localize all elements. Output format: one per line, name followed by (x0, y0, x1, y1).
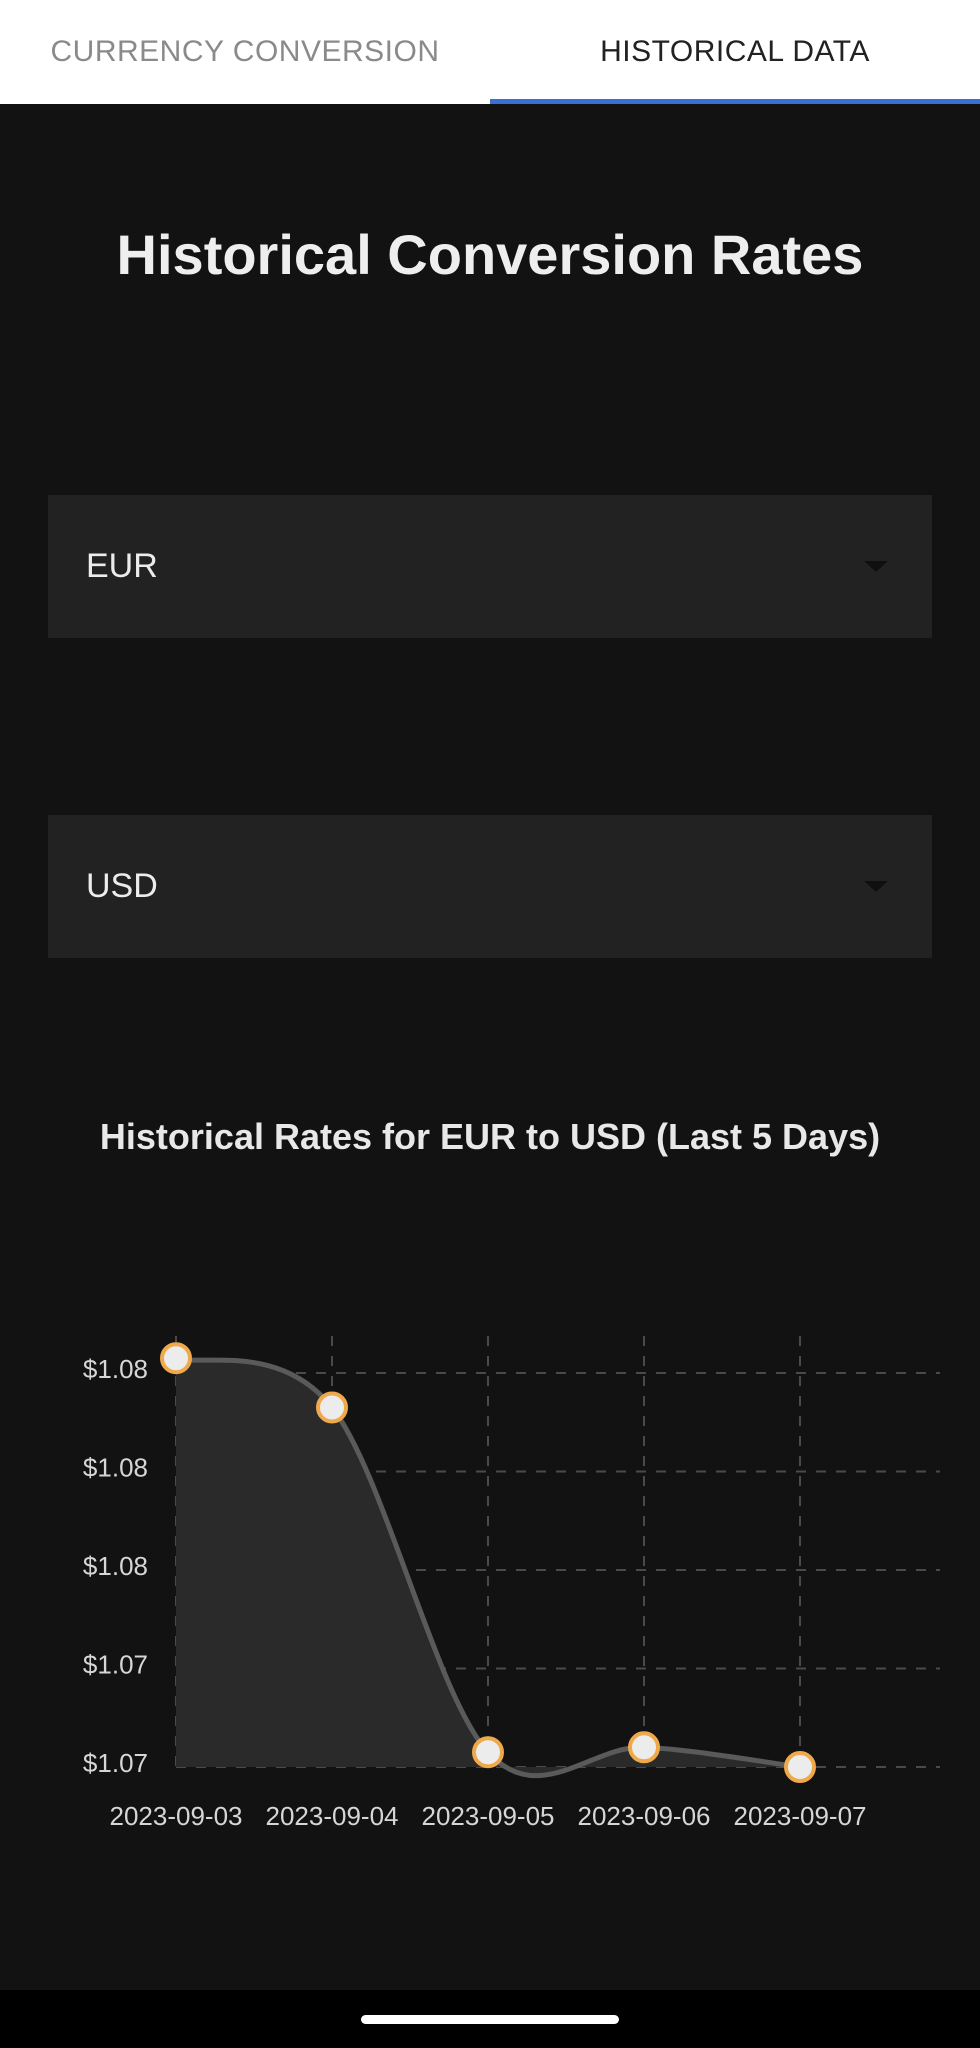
home-indicator[interactable] (361, 2015, 619, 2024)
y-tick-label: $1.08 (83, 1452, 148, 1482)
tab-bar: CURRENCY CONVERSION HISTORICAL DATA (0, 0, 980, 104)
data-point-2[interactable] (472, 1736, 504, 1769)
from-currency-select[interactable]: EUR (48, 495, 932, 638)
chart-points (160, 1342, 816, 1783)
chart-area-fill (176, 1358, 800, 1776)
data-point-0[interactable] (160, 1342, 192, 1375)
chart-x-ticks: 2023-09-03 2023-09-04 2023-09-05 2023-09-06… (110, 1801, 867, 1831)
active-tab-indicator (490, 99, 980, 104)
rates-chart: $1.08$1.08$1.08$1.07$1.07 2023-09-03 2023… (83, 1336, 940, 1831)
data-point-4[interactable] (784, 1751, 816, 1783)
y-tick-label: $1.08 (83, 1551, 148, 1581)
chart-title: Historical Rates for EUR to USD (Last 5 … (99, 1116, 881, 1157)
x-tick-label: 2023-09-07 (734, 1801, 867, 1831)
x-tick-label: 2023-09-06 (578, 1801, 711, 1831)
chart-y-ticks: $1.08 $1.08 $1.08 $1.07 $1.07 (83, 1354, 148, 1778)
y-tick-label: $1.08 (83, 1354, 148, 1384)
x-tick-label: 2023-09-03 (110, 1801, 243, 1831)
page-title: Historical Conversion Rates (116, 223, 864, 286)
chevron-down-icon (864, 561, 888, 572)
tab-historical-data[interactable]: HISTORICAL DATA (490, 0, 980, 104)
tab-currency-conversion[interactable]: CURRENCY CONVERSION (0, 0, 490, 104)
y-tick-label: $1.07 (83, 1748, 148, 1778)
data-point-3[interactable] (628, 1731, 660, 1764)
data-point-1[interactable] (316, 1391, 348, 1424)
chevron-down-icon (864, 881, 888, 892)
to-currency-select[interactable]: USD (48, 815, 932, 958)
y-tick-label: $1.07 (83, 1649, 148, 1679)
chart-series-line (175, 1355, 801, 1779)
tab-currency-conversion-label: CURRENCY CONVERSION (50, 35, 440, 68)
to-currency-value: USD (86, 867, 158, 905)
from-currency-value: EUR (86, 547, 158, 585)
tab-historical-data-label: HISTORICAL DATA (600, 35, 870, 68)
x-tick-label: 2023-09-04 (266, 1801, 399, 1831)
x-tick-label: 2023-09-05 (422, 1801, 555, 1831)
system-navigation-bar (0, 1990, 980, 2048)
